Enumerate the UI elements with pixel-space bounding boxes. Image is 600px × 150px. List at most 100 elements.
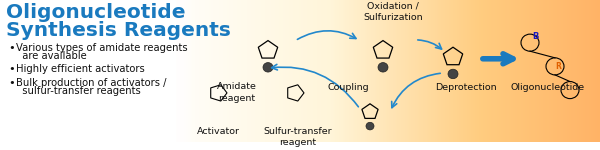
Polygon shape: [0, 0, 175, 142]
Bar: [176, 0, 178, 142]
Bar: [558, 0, 561, 142]
Bar: [572, 0, 575, 142]
Bar: [364, 0, 367, 142]
Bar: [58, 0, 61, 142]
Bar: [56, 0, 59, 142]
Bar: [392, 0, 395, 142]
Bar: [94, 0, 97, 142]
Bar: [185, 0, 187, 142]
Bar: [264, 0, 267, 142]
Bar: [30, 0, 33, 142]
Bar: [366, 0, 369, 142]
Bar: [214, 0, 217, 142]
Bar: [388, 0, 391, 142]
Bar: [106, 0, 109, 142]
Bar: [564, 0, 567, 142]
Bar: [272, 0, 275, 142]
Bar: [440, 0, 443, 142]
Bar: [188, 0, 190, 142]
Text: Oxidation /
Sulfurization: Oxidation / Sulfurization: [363, 2, 423, 22]
Bar: [290, 0, 293, 142]
Bar: [350, 0, 353, 142]
Bar: [428, 0, 431, 142]
Bar: [476, 0, 479, 142]
Bar: [536, 0, 539, 142]
Bar: [76, 0, 79, 142]
Bar: [384, 0, 387, 142]
Bar: [450, 0, 453, 142]
Bar: [42, 0, 45, 142]
Bar: [177, 0, 179, 142]
Bar: [181, 0, 182, 142]
Bar: [248, 0, 251, 142]
Bar: [556, 0, 559, 142]
Bar: [84, 0, 87, 142]
Bar: [308, 0, 311, 142]
Text: R: R: [555, 62, 561, 71]
Bar: [8, 0, 11, 142]
Bar: [178, 0, 180, 142]
Bar: [470, 0, 473, 142]
Bar: [163, 0, 164, 142]
Bar: [334, 0, 337, 142]
Bar: [374, 0, 377, 142]
Bar: [578, 0, 581, 142]
Bar: [312, 0, 315, 142]
Bar: [136, 0, 139, 142]
Bar: [358, 0, 361, 142]
Bar: [54, 0, 57, 142]
Bar: [163, 0, 164, 142]
Bar: [498, 0, 501, 142]
Bar: [128, 0, 131, 142]
Bar: [404, 0, 407, 142]
Bar: [112, 0, 115, 142]
Bar: [108, 0, 111, 142]
Bar: [88, 0, 91, 142]
Bar: [162, 0, 165, 142]
Bar: [538, 0, 541, 142]
Bar: [360, 0, 363, 142]
Bar: [234, 0, 237, 142]
Bar: [522, 0, 525, 142]
Text: Activator: Activator: [197, 127, 239, 136]
Bar: [580, 0, 583, 142]
Bar: [548, 0, 551, 142]
Bar: [82, 0, 85, 142]
Text: Deprotection: Deprotection: [435, 83, 497, 92]
Bar: [78, 0, 81, 142]
Bar: [592, 0, 595, 142]
Bar: [310, 0, 313, 142]
Bar: [464, 0, 467, 142]
Bar: [182, 0, 184, 142]
Bar: [166, 0, 167, 142]
Bar: [216, 0, 219, 142]
Bar: [246, 0, 249, 142]
Bar: [406, 0, 409, 142]
Bar: [206, 0, 209, 142]
Bar: [348, 0, 351, 142]
Bar: [510, 0, 513, 142]
Bar: [193, 0, 194, 142]
Text: •: •: [8, 43, 15, 53]
Bar: [296, 0, 299, 142]
Bar: [179, 0, 181, 142]
Bar: [190, 0, 193, 142]
Bar: [154, 0, 157, 142]
Bar: [18, 0, 21, 142]
Bar: [228, 0, 231, 142]
Bar: [550, 0, 553, 142]
Bar: [187, 0, 188, 142]
Bar: [376, 0, 379, 142]
Text: Synthesis Reagents: Synthesis Reagents: [6, 21, 231, 40]
Bar: [518, 0, 521, 142]
Bar: [586, 0, 589, 142]
Bar: [482, 0, 485, 142]
Bar: [196, 0, 199, 142]
Bar: [167, 0, 169, 142]
Bar: [526, 0, 529, 142]
Text: Amidate
reagent: Amidate reagent: [217, 82, 257, 103]
Bar: [164, 0, 167, 142]
Bar: [478, 0, 481, 142]
Bar: [484, 0, 487, 142]
Bar: [34, 0, 37, 142]
